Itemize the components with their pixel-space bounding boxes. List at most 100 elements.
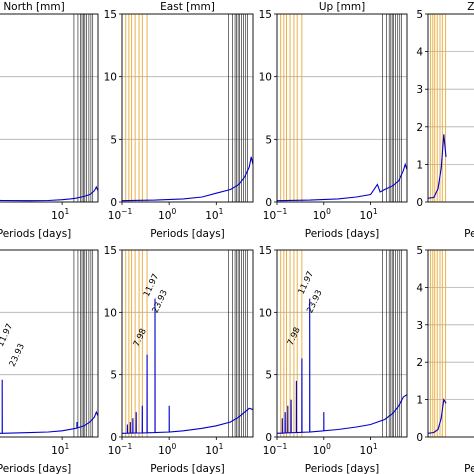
x-tick-exponent: −1 xyxy=(121,207,132,216)
y-tick-label: 0 xyxy=(416,432,423,444)
panel-plot-area xyxy=(277,250,407,437)
peak-annotation: 11.97 xyxy=(0,322,15,348)
y-tick-label: 5 xyxy=(110,370,117,382)
x-tick-label: 101 xyxy=(51,207,69,222)
y-tick-label: 4 xyxy=(416,282,423,294)
x-tick-exponent: 0 xyxy=(326,207,331,216)
x-tick-exponent: 1 xyxy=(64,207,69,216)
x-tick-label: 10−1 xyxy=(263,207,288,222)
panel-frame xyxy=(427,249,474,438)
peak-annotation: 7.98 xyxy=(132,327,149,348)
y-tick-label: 3 xyxy=(416,320,423,332)
y-tick-label: 15 xyxy=(259,9,272,21)
x-tick-label: 100 xyxy=(313,207,331,222)
y-tick-label: 5 xyxy=(265,370,272,382)
panel-plot-area xyxy=(122,250,253,437)
panel-frame xyxy=(276,249,408,438)
panel-plot-area xyxy=(428,14,474,202)
panel-frame xyxy=(121,249,254,438)
y-tick-label: 0 xyxy=(265,197,272,209)
x-tick-exponent: 1 xyxy=(373,207,378,216)
y-tick-label: 0 xyxy=(265,432,272,444)
panel-plot-area xyxy=(0,250,98,437)
x-tick-label: 100 xyxy=(313,442,331,457)
spectrum-line xyxy=(122,298,253,434)
y-tick-label: 1 xyxy=(416,395,423,407)
y-tick-label: 0 xyxy=(110,197,117,209)
x-tick-exponent: 1 xyxy=(219,207,224,216)
x-tick-exponent: −1 xyxy=(276,442,287,451)
y-tick-label: 10 xyxy=(259,72,272,84)
x-axis-label: Periods [days] xyxy=(150,463,225,474)
x-tick-exponent: 0 xyxy=(171,207,176,216)
x-tick-exponent: 1 xyxy=(219,442,224,451)
y-tick-label: 5 xyxy=(265,134,272,146)
panel-plot-area xyxy=(428,250,474,437)
y-tick-label: 15 xyxy=(104,9,117,21)
panel-title: East [mm] xyxy=(160,1,215,13)
spectrum-line xyxy=(277,298,407,434)
x-tick-label: 10−1 xyxy=(108,207,133,222)
x-axis-label: Periods [days] xyxy=(305,463,380,474)
peak-annotation: 23.93 xyxy=(305,289,324,315)
panel-title: Up [mm] xyxy=(319,1,365,13)
y-tick-label: 2 xyxy=(416,357,423,369)
spectrum-line xyxy=(0,185,98,202)
y-tick-label: 5 xyxy=(416,245,423,257)
panel-plot-area xyxy=(122,14,253,202)
panel-title: ZT xyxy=(467,1,474,13)
x-axis-label: Periods [days] xyxy=(150,228,225,240)
peak-annotation: 23.93 xyxy=(8,342,27,368)
panel-frame xyxy=(427,13,474,203)
y-tick-label: 15 xyxy=(259,245,272,257)
x-tick-exponent: −1 xyxy=(121,442,132,451)
y-tick-label: 4 xyxy=(416,47,423,59)
panel-frame xyxy=(0,13,99,203)
y-tick-label: 0 xyxy=(110,432,117,444)
panel-plot-area xyxy=(0,14,98,202)
y-tick-label: 1 xyxy=(416,159,423,171)
x-tick-exponent: −1 xyxy=(276,207,287,216)
x-tick-exponent: 0 xyxy=(171,442,176,451)
x-axis-label: Periods [days] xyxy=(305,228,380,240)
spectrum-line xyxy=(277,162,407,202)
y-tick-label: 2 xyxy=(416,122,423,134)
y-tick-label: 5 xyxy=(416,9,423,21)
y-tick-label: 10 xyxy=(104,72,117,84)
panel-8: 0 1 2 3 4 5 Peri xyxy=(416,245,474,474)
x-axis-label: Peri xyxy=(464,463,474,474)
x-axis-label: Periods [days] xyxy=(0,228,71,240)
y-tick-label: 15 xyxy=(104,245,117,257)
panel-4: ZT 0 1 2 3 4 5 Peri xyxy=(416,1,474,240)
spectrum-line xyxy=(122,156,253,202)
x-tick-label: 100 xyxy=(158,207,176,222)
y-tick-label: 10 xyxy=(259,307,272,319)
x-tick-exponent: 1 xyxy=(64,442,69,451)
x-tick-label: 101 xyxy=(360,442,378,457)
x-tick-label: 101 xyxy=(205,442,223,457)
x-axis-label: Peri xyxy=(464,228,474,240)
x-tick-label: 101 xyxy=(205,207,223,222)
panel-frame xyxy=(0,249,99,438)
peak-annotation: 7.98 xyxy=(286,326,303,347)
x-tick-exponent: 1 xyxy=(373,442,378,451)
x-tick-label: 10−1 xyxy=(263,442,288,457)
x-axis-label: Periods [days] xyxy=(0,463,71,474)
x-tick-label: 100 xyxy=(158,442,176,457)
x-tick-exponent: 0 xyxy=(326,442,331,451)
panel-plot-area xyxy=(277,14,407,202)
spectrum-line xyxy=(428,134,447,199)
panel-1: North [mm] 101 Periods [days] xyxy=(0,1,99,240)
x-tick-label: 101 xyxy=(51,442,69,457)
y-tick-label: 3 xyxy=(416,84,423,96)
y-tick-label: 10 xyxy=(104,307,117,319)
y-tick-label: 0 xyxy=(416,197,423,209)
panel-title: North [mm] xyxy=(3,1,64,13)
spectrum-line xyxy=(0,379,98,434)
